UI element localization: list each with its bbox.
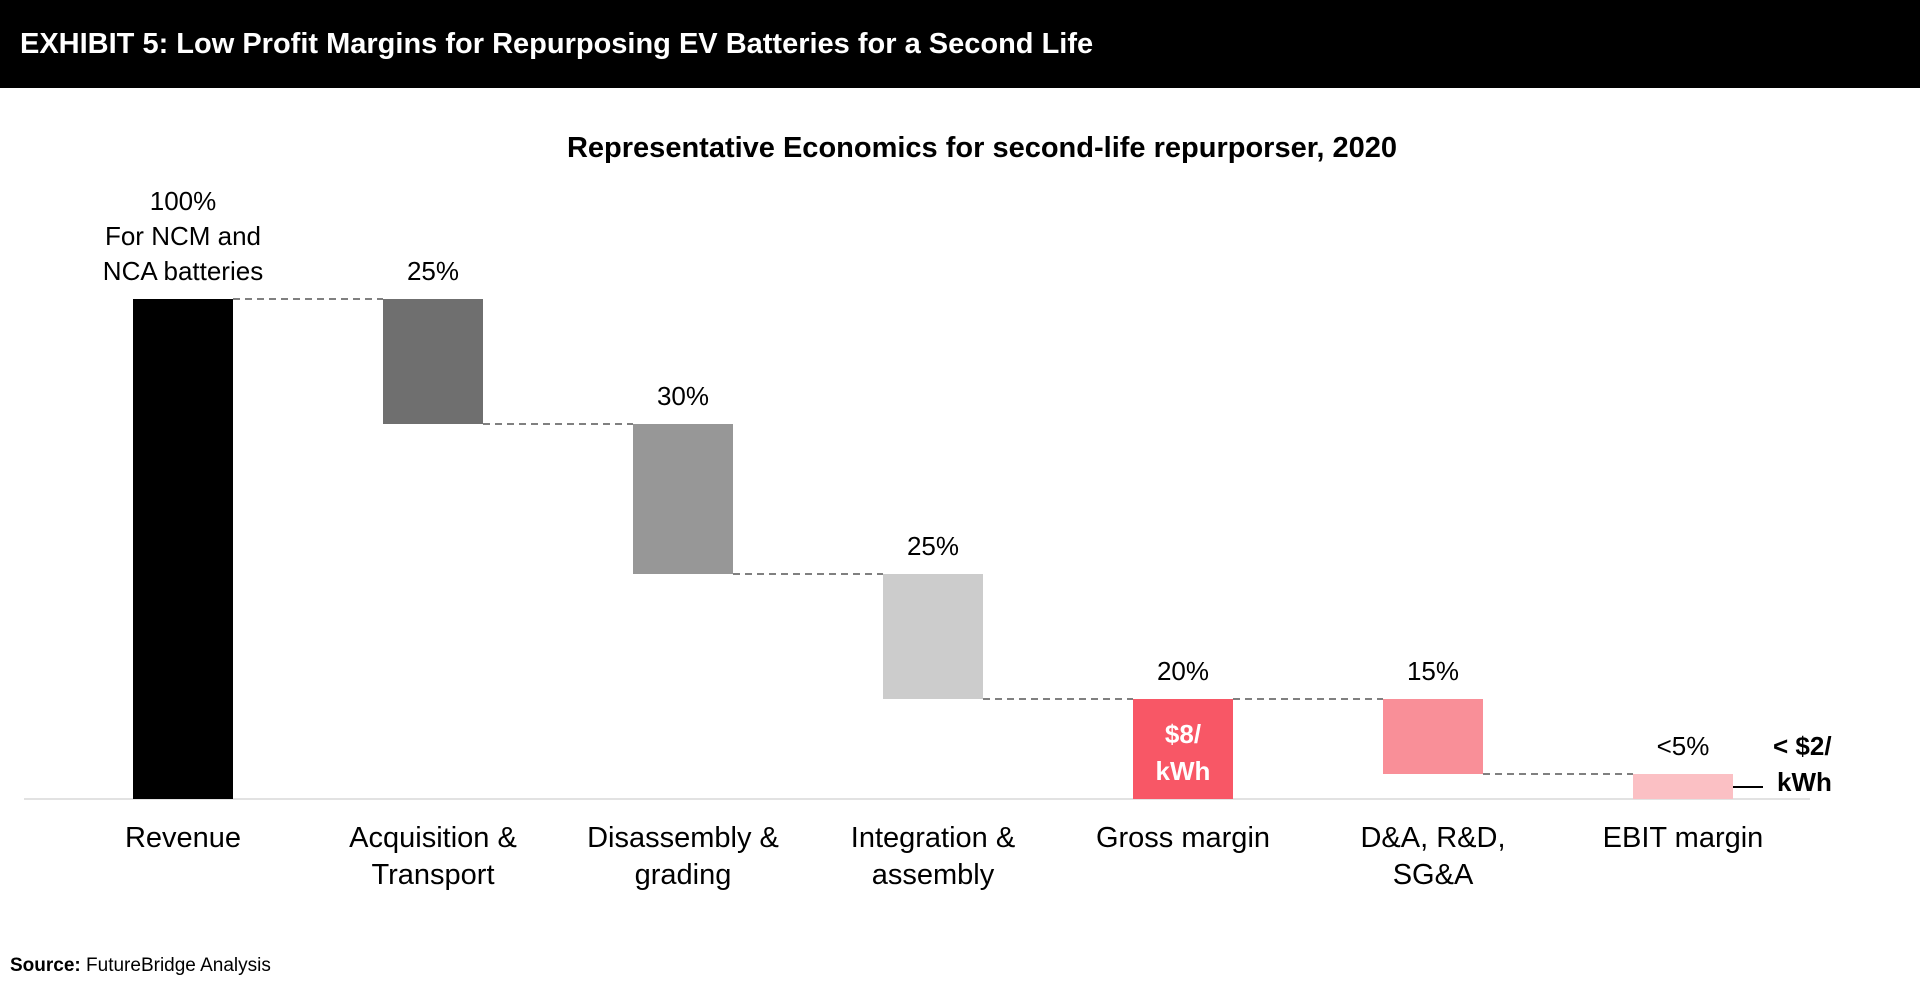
value-label: For NCM and (105, 221, 261, 251)
source-text: FutureBridge Analysis (86, 955, 271, 976)
chart-title: Representative Economics for second-life… (567, 132, 1397, 164)
exhibit-title: EXHIBIT 5: Low Profit Margins for Repurp… (20, 27, 1094, 60)
category-label: Integration & (851, 822, 1015, 854)
value-label: 25% (907, 531, 959, 561)
category-label: assembly (872, 859, 995, 891)
side-annotation: kWh (1777, 767, 1832, 797)
source-label: Source: (10, 955, 81, 976)
category-label: Disassembly & (587, 822, 779, 854)
bar-7 (1633, 774, 1733, 799)
value-label: NCA batteries (103, 256, 263, 286)
category-label: Revenue (125, 822, 241, 854)
category-label: SG&A (1393, 859, 1474, 891)
bar-inner-annotation: kWh (1156, 756, 1211, 786)
waterfall-chart: Representative Economics for second-life… (24, 132, 1832, 891)
category-label: EBIT margin (1603, 822, 1764, 854)
value-label: 20% (1157, 656, 1209, 686)
category-label: Transport (371, 859, 494, 891)
value-label: <5% (1657, 731, 1710, 761)
category-label: grading (635, 859, 732, 891)
bar-5 (1133, 699, 1233, 799)
category-label: Acquisition & (349, 822, 517, 854)
bar-1 (133, 299, 233, 799)
exhibit-header: EXHIBIT 5: Low Profit Margins for Repurp… (0, 0, 1920, 88)
bar-3 (633, 424, 733, 574)
value-label: 100% (150, 186, 217, 216)
value-label: 15% (1407, 656, 1459, 686)
value-label: 25% (407, 256, 459, 286)
bar-4 (883, 574, 983, 699)
bar-inner-annotation: $8/ (1165, 719, 1201, 749)
side-annotation: < $2/ (1773, 731, 1832, 761)
bar-6 (1383, 699, 1483, 774)
bar-2 (383, 299, 483, 424)
value-label: 30% (657, 381, 709, 411)
category-label: D&A, R&D, (1360, 822, 1505, 854)
category-label: Gross margin (1096, 822, 1270, 854)
source-note: Source: FutureBridge Analysis (10, 955, 271, 977)
